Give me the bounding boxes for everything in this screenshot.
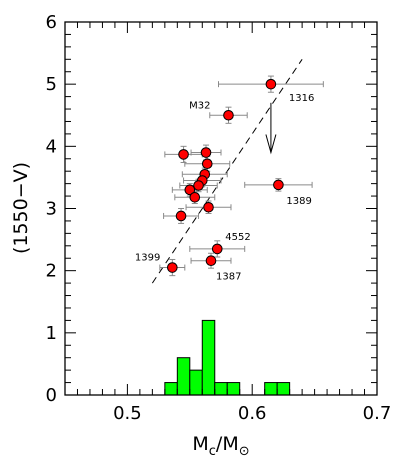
x-axis-title: Mc/M⊙ (192, 433, 249, 459)
y-tick-label: 4 (46, 136, 57, 157)
histogram-bar-7 (264, 382, 278, 396)
trend-line-group (151, 59, 303, 284)
y-tick-label: 2 (46, 261, 57, 282)
data-point-0 (265, 78, 277, 90)
data-point-7 (193, 180, 204, 191)
error-bars (159, 75, 324, 277)
data-points (167, 78, 284, 273)
arrow-head (265, 134, 277, 155)
x-tick-label: 0.6 (238, 403, 267, 424)
histogram-bar-5 (226, 382, 241, 396)
x-axis-title-sun: ⊙ (239, 444, 250, 459)
point-annotations: 1316 M32 1389 4552 1387 1399 (135, 93, 314, 283)
y-axis-title: (1550−V) (10, 162, 32, 254)
data-point-3 (200, 147, 212, 158)
y-tick-label: 5 (46, 74, 57, 95)
plot-frame (64, 21, 378, 396)
data-point-8 (184, 184, 196, 196)
x-tick-label: 0.5 (113, 403, 142, 424)
histogram-bar-3 (201, 319, 216, 396)
x-axis-title-main: M (192, 433, 208, 455)
tick-labels: 0.5 0.6 0.7 0 1 2 3 4 5 6 (46, 12, 392, 424)
axis-ticks (64, 21, 378, 396)
data-point-9 (189, 192, 201, 203)
data-point-13 (211, 243, 223, 255)
y-tick-label: 3 (46, 199, 57, 220)
data-point-12 (273, 179, 284, 191)
histogram-bar-0 (164, 382, 178, 396)
point-label-m32: M32 (189, 100, 210, 111)
data-point-10 (203, 201, 214, 213)
point-label-1316: 1316 (289, 93, 314, 104)
data-point-15 (167, 262, 178, 273)
x-axis-title-sub: c (209, 444, 216, 459)
data-point-2 (178, 149, 189, 160)
histogram-bar-8 (276, 382, 291, 396)
histogram-bar-1 (176, 357, 191, 396)
histogram (164, 319, 291, 396)
y-tick-label: 1 (46, 323, 57, 344)
x-tick-label: 0.7 (363, 403, 392, 424)
y-tick-label: 6 (46, 12, 57, 33)
data-point-4 (201, 158, 213, 170)
point-label-4552: 4552 (225, 232, 250, 243)
data-point-11 (175, 210, 187, 222)
trend-line (151, 59, 303, 284)
histogram-bar-4 (214, 382, 228, 396)
point-label-1389: 1389 (286, 196, 311, 207)
point-label-1387: 1387 (216, 272, 241, 283)
point-label-1399: 1399 (135, 253, 160, 264)
histogram-bar-2 (189, 369, 203, 396)
x-axis-title-sep: /M (216, 433, 239, 455)
y-tick-label: 0 (46, 385, 57, 406)
upper-limit-arrow (265, 102, 277, 155)
data-point-1 (223, 109, 234, 121)
data-point-14 (205, 255, 217, 267)
